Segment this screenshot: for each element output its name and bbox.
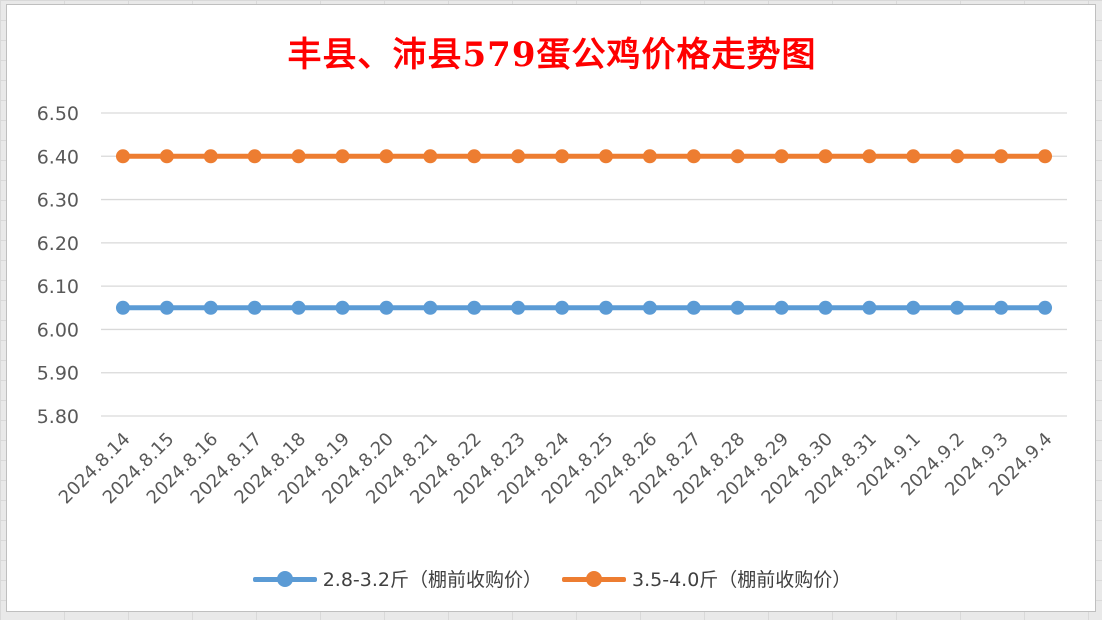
data-point-series-2 [511,149,526,164]
data-point-series-2 [686,149,701,164]
y-tick-label: 6.20 [37,233,79,255]
data-point-series-2 [906,149,921,164]
y-tick-label: 6.00 [37,319,79,341]
data-point-series-2 [642,149,657,164]
y-tick-label: 5.80 [37,406,79,428]
data-point-series-1 [686,300,701,315]
legend-dot-series-2 [586,570,602,587]
data-point-series-2 [159,149,174,164]
data-point-series-1 [774,300,789,315]
legend-marker-series-1 [252,570,317,587]
y-tick-label: 5.90 [37,363,79,385]
data-point-series-1 [598,300,613,315]
data-point-series-2 [379,149,394,164]
data-point-series-1 [115,300,130,315]
legend-marker-series-2 [562,570,626,587]
data-point-series-1 [335,300,350,315]
chart-area[interactable]: 丰县、沛县579蛋公鸡价格走势图 6.50 6.40 6.30 6.20 6.10 6.0… [6,4,1096,612]
data-point-series-1 [730,300,745,315]
data-point-series-2 [423,149,438,164]
data-point-series-2 [730,149,745,164]
data-point-series-1 [994,300,1009,315]
y-tick-label: 6.30 [37,190,79,212]
chart-title: 丰县、沛县579蛋公鸡价格走势图 [287,35,817,75]
legend-item-series-2: 3.5-4.0斤（棚前收购价） [562,565,851,592]
data-point-series-1 [247,300,262,315]
data-point-series-2 [203,149,218,164]
data-point-series-1 [862,300,877,315]
data-point-series-2 [555,149,570,164]
data-point-series-1 [1038,300,1053,315]
data-point-series-2 [467,149,482,164]
legend-label-series-2: 3.5-4.0斤（棚前收购价） [632,569,852,591]
data-point-series-2 [1038,149,1053,164]
data-point-series-1 [511,300,526,315]
y-tick-label: 6.40 [37,146,79,168]
data-point-series-2 [115,149,130,164]
data-point-series-1 [906,300,921,315]
data-point-series-1 [291,300,306,315]
data-point-series-1 [950,300,965,315]
data-point-series-1 [159,300,174,315]
data-point-series-1 [467,300,482,315]
data-point-series-2 [335,149,350,164]
legend-dot-series-1 [276,570,293,587]
data-point-series-2 [862,149,877,164]
data-point-series-1 [555,300,570,315]
data-point-series-1 [203,300,218,315]
y-tick-label: 6.50 [37,103,79,125]
plot-area: 6.506.406.306.206.106.005.905.80 2024.8.… [37,103,1067,508]
data-point-series-1 [423,300,438,315]
legend-item-series-1: 2.8-3.2斤（棚前收购价） [252,565,542,592]
data-point-series-2 [950,149,965,164]
data-point-series-1 [642,300,657,315]
data-point-series-1 [379,300,394,315]
y-tick-label: 6.10 [37,276,79,298]
data-point-series-2 [598,149,613,164]
data-point-series-1 [818,300,833,315]
data-point-series-2 [994,149,1009,164]
legend-label-series-1: 2.8-3.2斤（棚前收购价） [322,569,542,591]
legend: 2.8-3.2斤（棚前收购价） 3.5-4.0斤（棚前收购价） [7,565,1097,592]
data-point-series-2 [818,149,833,164]
data-point-series-2 [774,149,789,164]
data-point-series-2 [291,149,306,164]
data-point-series-2 [247,149,262,164]
